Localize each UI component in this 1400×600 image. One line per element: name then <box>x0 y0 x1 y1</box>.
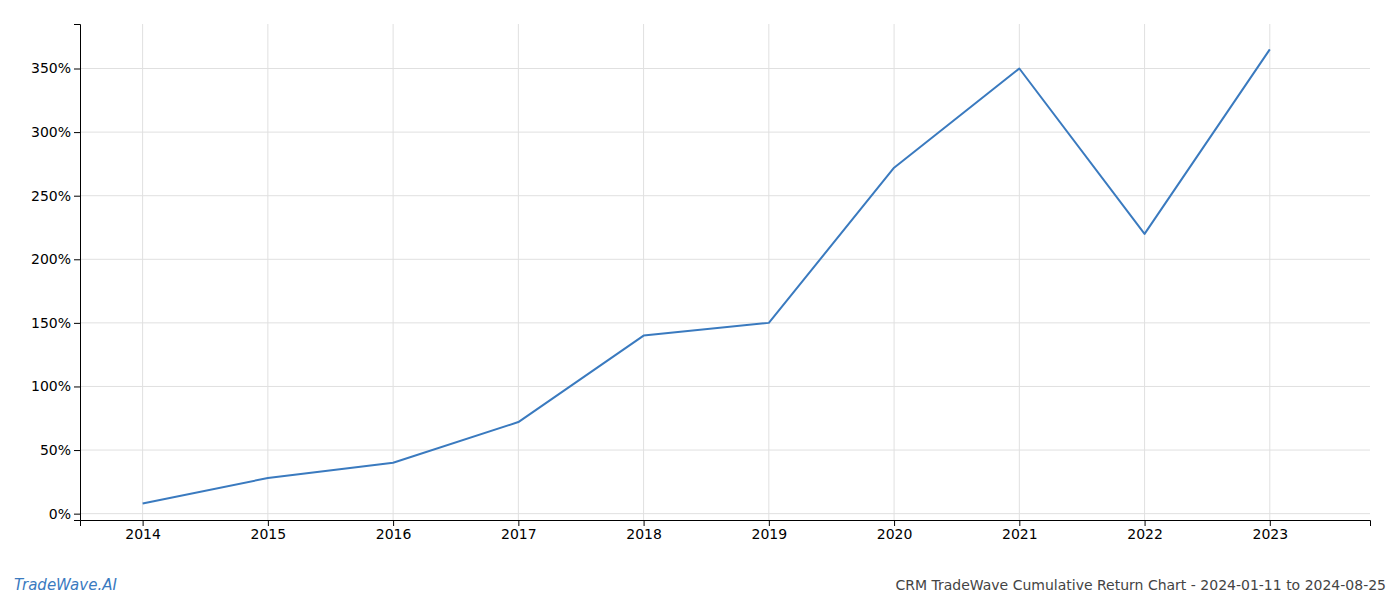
y-tick-label: 250% <box>31 188 71 204</box>
grid <box>80 24 1370 520</box>
y-axis-line <box>74 25 81 521</box>
y-tick-label: 150% <box>31 315 71 331</box>
y-tick-mark <box>74 514 80 515</box>
y-tick: 0% <box>49 506 80 522</box>
x-tick: 2020 <box>877 520 913 542</box>
x-tick-label: 2015 <box>251 526 287 542</box>
x-tick-label: 2017 <box>501 526 537 542</box>
grid-line-x <box>1144 24 1145 520</box>
y-axis: 0% 50% 100% 150% 200% 250% 300% 350% <box>31 25 81 522</box>
y-tick-label: 100% <box>31 378 71 394</box>
x-tick-label: 2018 <box>626 526 662 542</box>
grid-line-x <box>1019 24 1020 520</box>
grid-line-y <box>80 513 1370 514</box>
title: CRM TradeWave Cumulative Return Chart - … <box>895 577 1386 593</box>
x-tick: 2016 <box>376 520 412 542</box>
x-tick: 2022 <box>1127 520 1163 542</box>
x-tick-label: 2023 <box>1252 526 1288 542</box>
grid-line-y <box>80 195 1370 196</box>
grid-line-y <box>80 450 1370 451</box>
x-tick: 2017 <box>501 520 537 542</box>
x-tick-label: 2022 <box>1127 526 1163 542</box>
grid-line-x <box>1269 24 1270 520</box>
y-tick-label: 300% <box>31 124 71 140</box>
y-tick: 350% <box>31 60 80 76</box>
y-tick-label: 50% <box>40 442 71 458</box>
y-tick: 150% <box>31 315 80 331</box>
y-tick-mark <box>74 132 80 133</box>
y-tick: 300% <box>31 124 80 140</box>
x-axis: 2014 2015 2016 2017 2018 2019 2020 2021 2022 2023 <box>81 520 1371 542</box>
y-tick-mark <box>74 323 80 324</box>
x-tick-label: 2020 <box>877 526 913 542</box>
grid-line-y <box>80 322 1370 323</box>
y-tick-mark <box>74 196 80 197</box>
x-tick: 2021 <box>1002 520 1038 542</box>
y-tick-mark <box>74 450 80 451</box>
y-tick-label: 0% <box>49 506 71 522</box>
grid-line-x <box>768 24 769 520</box>
y-tick-label: 200% <box>31 251 71 267</box>
x-tick-label: 2019 <box>752 526 788 542</box>
x-tick: 2023 <box>1252 520 1288 542</box>
x-tick-label: 2016 <box>376 526 412 542</box>
x-tick: 2014 <box>125 520 161 542</box>
x-tick: 2019 <box>752 520 788 542</box>
marks <box>143 49 1270 503</box>
x-tick-label: 2021 <box>1002 526 1038 542</box>
grid-line-y <box>80 386 1370 387</box>
y-tick-mark <box>74 386 80 387</box>
x-tick-label: 2014 <box>125 526 161 542</box>
plot-area: 2014 2015 2016 2017 2018 2019 2020 2021 2022 2023… <box>31 24 1371 542</box>
grid-line-x <box>142 24 143 520</box>
line <box>143 49 1270 503</box>
chart: 2014 2015 2016 2017 2018 2019 2020 2021 2022 2023… <box>0 0 1400 600</box>
y-tick: 100% <box>31 378 80 394</box>
watermark: TradeWave.AI <box>14 576 117 594</box>
grid-line-x <box>643 24 644 520</box>
grid-line-y <box>80 68 1370 69</box>
y-tick: 200% <box>31 251 80 267</box>
y-tick-mark <box>74 259 80 260</box>
y-tick-mark <box>74 69 80 70</box>
y-tick-label: 350% <box>31 60 71 76</box>
y-tick: 250% <box>31 188 80 204</box>
x-tick: 2018 <box>626 520 662 542</box>
grid-line-x <box>894 24 895 520</box>
grid-line-y <box>80 132 1370 133</box>
grid-line-y <box>80 259 1370 260</box>
grid-line-x <box>393 24 394 520</box>
grid-line-x <box>518 24 519 520</box>
x-tick: 2015 <box>251 520 287 542</box>
grid-line-x <box>267 24 268 520</box>
y-tick: 50% <box>40 442 80 458</box>
